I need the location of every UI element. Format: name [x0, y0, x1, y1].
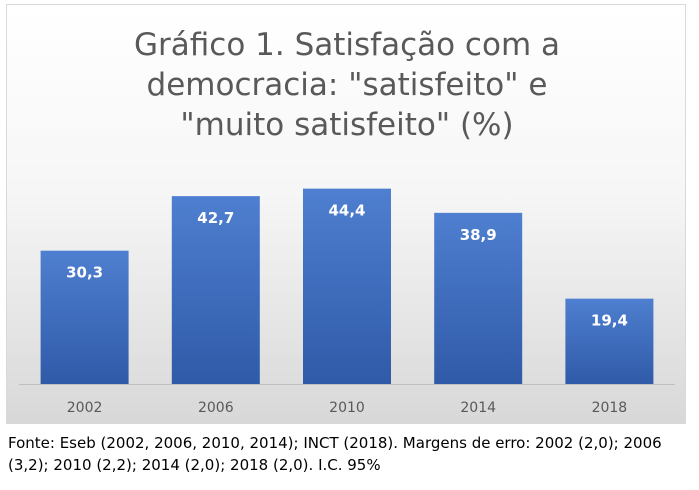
x-tick-label-2006: 2006 [198, 400, 234, 416]
chart-frame: Gráfico 1. Satisfação com a democracia: … [6, 4, 686, 424]
x-tick-label-2018: 2018 [592, 400, 628, 416]
bar-chart-plot: 30,3 2002 42,7 2006 44,4 2010 38,9 2014 19,4 2018 [19, 188, 675, 416]
x-tick-label-2010: 2010 [329, 400, 365, 416]
data-label-2018: 19,4 [591, 312, 628, 330]
x-tick-label-2014: 2014 [460, 400, 496, 416]
data-label-2002: 30,3 [66, 264, 103, 282]
bar-2002 [40, 250, 129, 384]
source-note: Fonte: Eseb (2002, 2006, 2010, 2014); IN… [8, 434, 662, 474]
bar-2018 [565, 298, 654, 384]
data-label-2010: 44,4 [328, 202, 365, 220]
data-label-2006: 42,7 [197, 209, 234, 227]
chart-title: Gráfico 1. Satisfação com a democracia: … [133, 27, 560, 143]
bar-2010 [303, 188, 391, 384]
x-tick-label-2002: 2002 [67, 400, 103, 416]
bar-2014 [434, 212, 523, 384]
bar-2006 [171, 196, 260, 384]
data-label-2014: 38,9 [460, 226, 497, 244]
